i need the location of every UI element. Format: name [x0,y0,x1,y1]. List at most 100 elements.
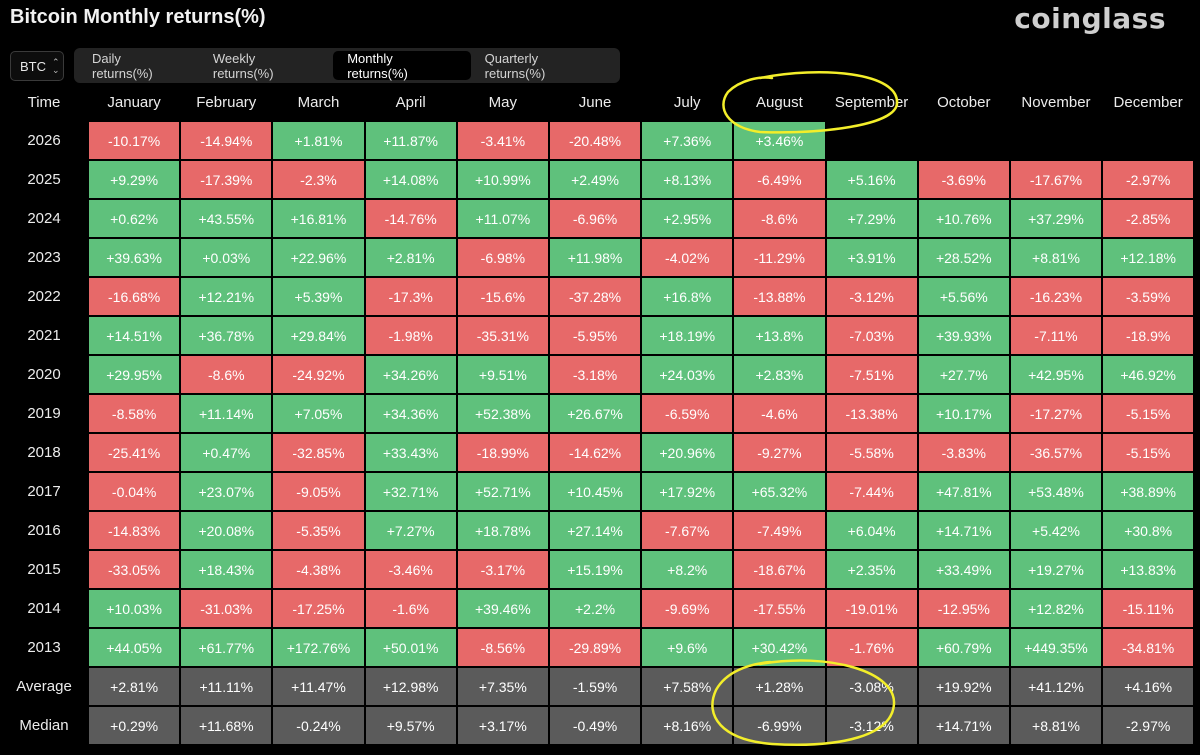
return-cell: +20.08% [181,512,272,549]
return-cell: -17.55% [734,590,825,627]
return-cell: +16.81% [273,200,364,237]
return-cell: -37.28% [549,278,641,315]
return-cell: +17.92% [642,473,733,510]
header-month-september: September [834,94,909,111]
row-label: 2023 [27,249,61,266]
return-cell: -11.29% [734,239,825,276]
return-cell: +0.29% [89,707,180,744]
return-cell: +10.76% [918,200,1009,237]
return-cell: -14.83% [89,512,180,549]
tab-daily-returns[interactable]: Daily returns(%) [92,50,153,81]
return-cell: +7.29% [826,200,917,237]
return-cell: -7.11% [1010,317,1102,354]
return-cell: +42.95% [1010,356,1102,393]
return-cell: +10.17% [918,395,1009,432]
return-cell: +27.14% [549,512,641,549]
return-cell: +3.46% [734,122,825,159]
return-cell: -13.88% [734,278,825,315]
return-cell: -3.12% [826,278,917,315]
return-cell: -6.49% [734,161,825,198]
return-cell: +0.62% [89,200,180,237]
return-cell: -9.05% [273,473,364,510]
return-cell: -16.23% [1010,278,1102,315]
return-cell: -3.18% [549,356,641,393]
return-cell: +14.08% [365,161,456,198]
return-cell: -3.12% [826,707,917,744]
table-header-row: Time January February March April May June July… [0,84,1194,121]
return-cell: +11.14% [181,395,272,432]
return-cell: +2.49% [549,161,641,198]
year-row-2016: 2016 -14.83% +20.08% -5.35% +7.27% +18.78% +27… [0,511,1194,550]
return-cell: +60.79% [918,629,1009,666]
tab-weekly-returns[interactable]: Weekly returns(%) [212,50,274,81]
return-cell: +2.95% [642,200,733,237]
return-cell: +7.35% [457,668,548,705]
return-cell: +14.71% [918,707,1009,744]
return-cell: +12.98% [365,668,456,705]
return-cell: -18.67% [734,551,825,588]
header-month-june: June [578,94,612,111]
return-cell [827,122,917,159]
return-cell: +5.16% [826,161,917,198]
return-cell: +29.84% [273,317,364,354]
return-cell: +38.89% [1103,473,1194,510]
return-cell: +11.47% [273,668,364,705]
row-label: 2018 [27,444,61,461]
return-cell: -3.17% [457,551,548,588]
return-cell: -35.31% [457,317,548,354]
return-cell: +0.47% [181,434,272,471]
return-cell: +19.27% [1010,551,1102,588]
return-cell: -0.04% [89,473,180,510]
return-cell: -8.56% [457,629,548,666]
return-cell: -17.67% [1010,161,1102,198]
return-cell: +14.51% [89,317,180,354]
return-cell: +1.81% [273,122,364,159]
return-cell: +2.2% [549,590,641,627]
return-cell: +36.78% [181,317,272,354]
return-cell: +11.11% [181,668,272,705]
return-cell: +28.52% [918,239,1009,276]
row-label: 2020 [27,366,61,383]
return-cell: +8.2% [642,551,733,588]
return-cell: -6.59% [642,395,733,432]
return-cell: -8.6% [181,356,272,393]
return-cell: +18.19% [642,317,733,354]
year-row-2020: 2020 +29.95% -8.6% -24.92% +34.26% +9.51% -3.1… [0,355,1194,394]
return-cell: +37.29% [1010,200,1102,237]
return-cell: +8.81% [1010,707,1102,744]
return-cell: +13.8% [734,317,825,354]
asset-select[interactable]: BTC ⌃ ⌄ [10,51,64,81]
return-cell: -3.59% [1103,278,1194,315]
return-cell: +5.39% [273,278,364,315]
return-cell: +8.81% [1010,239,1102,276]
return-cell: -12.95% [918,590,1009,627]
return-cell: -36.57% [1010,434,1102,471]
return-cell: +29.95% [89,356,180,393]
return-cell: +24.03% [642,356,733,393]
tab-quarterly-returns[interactable]: Quarterly returns(%) [484,50,546,81]
return-cell: +8.16% [642,707,733,744]
return-cell: +7.27% [365,512,456,549]
return-cell: +44.05% [89,629,180,666]
return-cell: -7.67% [642,512,733,549]
header-month-january: January [107,94,161,111]
year-row-2015: 2015 -33.05% +18.43% -4.38% -3.46% -3.17% +15.… [0,550,1194,589]
return-cell: +30.42% [734,629,825,666]
return-cell: +12.82% [1010,590,1102,627]
return-cell: +10.03% [89,590,180,627]
return-cell: +18.78% [457,512,548,549]
return-cell: -32.85% [273,434,364,471]
return-cell: +18.43% [181,551,272,588]
tab-monthly-returns[interactable]: Monthly returns(%) [333,51,471,81]
return-cell: +12.21% [181,278,272,315]
header-month-july: July [673,94,701,111]
return-cell: -16.68% [89,278,180,315]
row-label: 2017 [27,483,61,500]
return-cell: -5.95% [549,317,641,354]
return-cell: -20.48% [549,122,641,159]
return-cell: +65.32% [734,473,825,510]
return-cell: +33.49% [918,551,1009,588]
row-label: 2015 [27,561,61,578]
return-cell: +23.07% [181,473,272,510]
return-cell: -9.27% [734,434,825,471]
